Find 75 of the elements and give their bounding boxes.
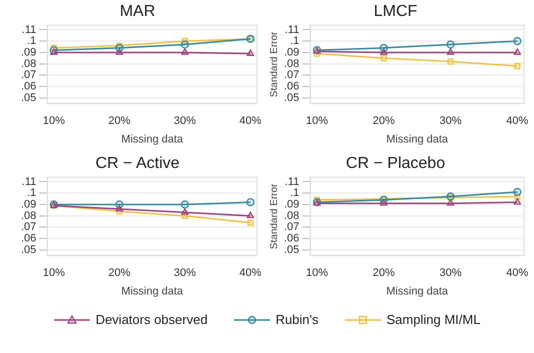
x-tick-label: 40% — [506, 267, 529, 280]
point — [380, 48, 388, 55]
y-tick-label: .09 — [284, 46, 300, 58]
x-tick-label: 30% — [174, 267, 196, 280]
x-tick-label: 20% — [372, 267, 395, 280]
x-tick-label: 10% — [306, 267, 328, 280]
chart-title: MAR — [120, 3, 156, 20]
y-tick-label: .05 — [284, 92, 300, 104]
point — [247, 220, 254, 226]
x-tick-label: 10% — [42, 267, 66, 280]
chart-title: CR − Active — [95, 155, 180, 172]
y-tick-label: .1 — [290, 187, 300, 200]
x-tick-label: 10% — [42, 115, 66, 128]
point — [446, 48, 454, 55]
x-tick-label: 20% — [108, 267, 131, 280]
x-tick-label: 20% — [372, 115, 395, 128]
point — [446, 40, 455, 49]
y-tick-label: .1 — [27, 35, 36, 48]
legend-label: Rubin's — [276, 312, 319, 327]
y-tick-label: .06 — [284, 232, 300, 245]
y-tick-label: .1 — [27, 187, 36, 200]
y-tick-label: .06 — [20, 80, 36, 93]
x-tick-label: 30% — [440, 267, 462, 280]
x-tick-label: 20% — [108, 115, 131, 128]
x-axis-title: Missing data — [121, 285, 184, 298]
chart-title: LMCF — [374, 3, 418, 20]
x-axis-title: Missing data — [386, 133, 449, 146]
point — [514, 63, 520, 70]
x-axis-title: Missing data — [386, 285, 449, 298]
x-tick-label: 30% — [440, 115, 462, 128]
y-tick-label: .07 — [20, 69, 36, 82]
y-axis-title: Standard Error — [268, 30, 280, 98]
point — [246, 50, 254, 56]
y-tick-label: .05 — [20, 244, 36, 256]
y-tick-label: .08 — [284, 210, 300, 222]
point — [246, 212, 254, 218]
point — [180, 40, 190, 49]
y-tick-label: .08 — [284, 58, 300, 70]
y-tick-label: .11 — [22, 24, 36, 36]
point — [447, 58, 454, 65]
point — [180, 200, 190, 209]
y-tick-label: .11 — [284, 176, 300, 188]
y-tick-label: .11 — [284, 24, 300, 36]
x-tick-label: 40% — [239, 267, 262, 280]
x-tick-label: 40% — [239, 115, 262, 128]
y-tick-label: .06 — [20, 232, 36, 245]
point — [380, 55, 387, 62]
legend-label: Sampling MI/ML — [386, 312, 480, 327]
point — [181, 208, 189, 215]
y-tick-label: .09 — [284, 198, 300, 210]
point — [181, 48, 189, 55]
point — [246, 198, 255, 206]
point — [116, 204, 124, 212]
y-tick-label: .09 — [20, 198, 36, 210]
x-axis-title: Missing data — [121, 133, 184, 146]
y-tick-label: .07 — [284, 221, 300, 234]
y-tick-label: .11 — [22, 176, 36, 188]
y-tick-label: .09 — [20, 46, 36, 58]
y-tick-label: .05 — [20, 92, 36, 104]
y-tick-label: .08 — [20, 210, 36, 222]
point — [116, 48, 124, 55]
y-tick-label: .05 — [284, 244, 300, 256]
chart-title: CR − Placebo — [346, 155, 446, 172]
y-tick-label: .07 — [284, 69, 300, 82]
y-tick-label: .08 — [20, 58, 36, 70]
x-tick-label: 30% — [174, 115, 196, 128]
legend-label: Deviators observed — [96, 312, 208, 327]
x-tick-label: 40% — [506, 115, 529, 128]
x-tick-label: 10% — [306, 115, 328, 128]
point — [514, 48, 521, 55]
point — [513, 37, 522, 46]
y-tick-label: .06 — [284, 80, 300, 93]
y-tick-label: .1 — [290, 35, 300, 48]
y-tick-label: .07 — [20, 221, 36, 234]
y-axis-title: Standard Error — [268, 182, 280, 250]
